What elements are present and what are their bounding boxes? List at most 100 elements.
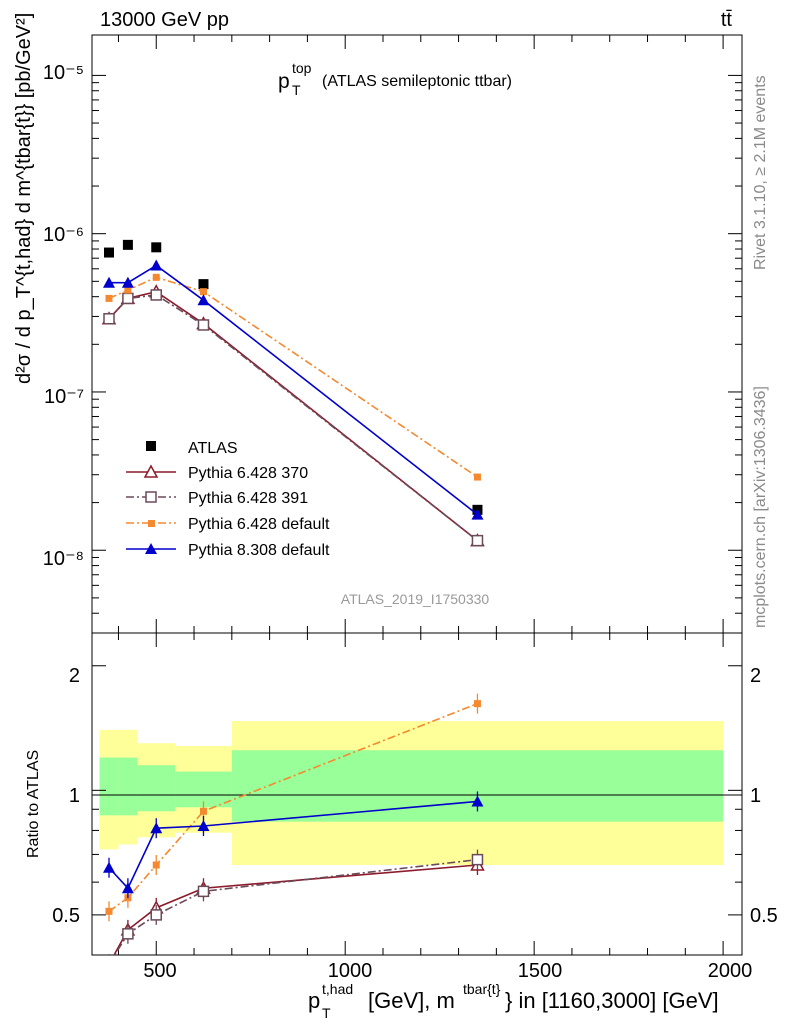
band-inner-2 [137,765,176,812]
ratio-point-p8-0 [103,861,116,873]
main-point-391-0 [103,313,115,325]
ratio-ytick-2-left: 2 [69,665,80,687]
ratio-clipped-group [103,693,485,969]
axis-ticks [92,35,742,956]
ratio-y-tick-labels-left: 2 1 0.5 [52,665,80,927]
ratio-ytick-1-left: 1 [69,785,80,807]
ratio-x-tick-labels: 500 1000 1500 2000 [143,960,752,982]
ratio-point-def6-0 [105,907,113,915]
main-point-391-3 [197,319,210,331]
ratio-ytick-1-right: 1 [750,785,761,807]
main-point-p8-3 [197,294,210,306]
legend-entry-p391: Pythia 6.428 391 [126,490,308,507]
xlabel-sup2: tbar{t} [463,981,501,997]
main-y-tick-labels: 10⁻⁸ 10⁻⁷ 10⁻⁶ 10⁻⁵ [43,62,84,570]
legend: ATLAS Pythia 6.428 370 Pythia 6.428 391 … [126,440,330,559]
legend-marker-p370 [143,464,159,478]
ratio-line-391 [113,858,478,955]
ratio-ytick-05-right: 0.5 [750,905,778,927]
mcplots-label: mcplots.cern.ch [arXiv:1306.3436] [752,386,769,628]
ratio-ytick-2-right: 2 [750,665,761,687]
ratio-y-axis-label: Ratio to ATLAS [25,750,42,858]
ratio-point-391-4 [471,853,484,866]
ratio-point-370-0 [103,958,115,969]
xlabel-mid: [GeV], m [368,988,455,1013]
ratio-point-p8-4 [471,795,484,807]
xlabel-rest: } in [1160,3000] [GeV] [505,988,719,1013]
legend-label-pdef6: Pythia 6.428 default [188,516,330,533]
legend-marker-atlas [146,441,156,451]
band-inner-0 [99,757,119,816]
ratio-point-391-1 [122,928,134,940]
legend-marker-p391 [145,491,157,503]
main-ytick-1e-6: 10⁻⁶ [43,224,84,246]
ratio-point-p8-2 [150,822,163,834]
main-point-p8-0 [103,276,116,288]
legend-label-p391: Pythia 6.428 391 [188,490,308,507]
legend-label-p370: Pythia 6.428 370 [188,465,308,482]
xlabel-sup: t,had [322,981,353,997]
main-ytick-1e-8: 10⁻⁸ [43,548,84,570]
ratio-y-tick-labels-right: 2 1 0.5 [750,665,778,927]
main-y-axis-label: d²σ / d p_T^{t,had} d m^{tbar{t}} [pb/Ge… [13,13,35,384]
main-point-p8-2 [150,259,163,271]
x-axis-label: p t,had T [GeV], m tbar{t} } in [1160,30… [308,981,719,1021]
main-point-def6-0 [105,294,113,302]
ratio-ytick-05-left: 0.5 [52,905,80,927]
ratio-point-391-2 [150,909,162,921]
main-point-p8-1 [121,276,134,288]
xtick-1500: 1500 [518,960,563,982]
analysis-label: ATLAS_2019_I1750330 [341,591,490,607]
main-point-def6-3 [199,288,207,296]
legend-entry-pdef6: Pythia 6.428 default [126,516,330,533]
ratio-point-def6-2 [152,861,160,869]
header-energy: 13000 GeV pp [100,9,229,31]
main-plot-title: p top T (ATLAS semileptonic ttbar) [278,60,512,98]
main-point-391-4 [471,534,484,547]
main-point-ATLAS-0 [104,247,115,258]
main-point-391-2 [150,289,162,301]
main-ytick-1e-7: 10⁻⁷ [44,386,84,408]
title-sup: top [292,60,312,76]
ratio-point-def6-3 [199,807,207,815]
main-point-ATLAS-2 [151,242,162,253]
main-point-ATLAS-1 [122,239,133,250]
legend-label-atlas: ATLAS [188,440,238,457]
main-ytick-1e-5: 10⁻⁵ [43,62,84,84]
xtick-500: 500 [143,960,176,982]
title-rest: (ATLAS semileptonic ttbar) [322,73,512,90]
legend-entry-p370: Pythia 6.428 370 [126,464,308,482]
ratio-plot-frame [91,632,743,956]
xtick-2000: 2000 [708,960,753,982]
legend-entry-p8: Pythia 8.308 default [126,542,330,559]
band-inner-1 [118,757,138,816]
legend-label-p8: Pythia 8.308 default [188,542,330,559]
main-point-391-1 [122,292,134,305]
xlabel-sub: T [322,1005,331,1021]
ratio-point-def6-4 [473,700,481,708]
ratio-point-391-3 [197,885,210,898]
main-point-def6-1 [124,286,132,294]
main-line-def6 [108,276,478,478]
legend-marker-pdef6 [148,520,155,527]
xlabel-p: p [308,988,320,1013]
main-point-def6-2 [152,273,160,281]
rivet-label: Rivet 3.1.10, ≥ 2.1M events [752,75,769,270]
main-line-391 [108,294,478,542]
ratio-point-p8-1 [121,882,134,894]
main-point-p8-4 [471,508,484,520]
ratio-uncertainty-bands [99,721,724,866]
ratio-point-p8-3 [197,819,210,831]
legend-marker-p8 [145,543,157,554]
ratio-point-391-0 [104,959,114,969]
title-sub: T [292,82,301,98]
main-point-ATLAS-3 [198,279,209,290]
main-plot-data [101,239,485,547]
ratio-plot-data [103,693,485,969]
header-process: tt̄ [721,9,733,31]
xtick-1000: 1000 [328,960,373,982]
main-point-def6-4 [473,473,481,481]
title-p: p [278,70,290,93]
ratio-line-370 [113,864,478,955]
